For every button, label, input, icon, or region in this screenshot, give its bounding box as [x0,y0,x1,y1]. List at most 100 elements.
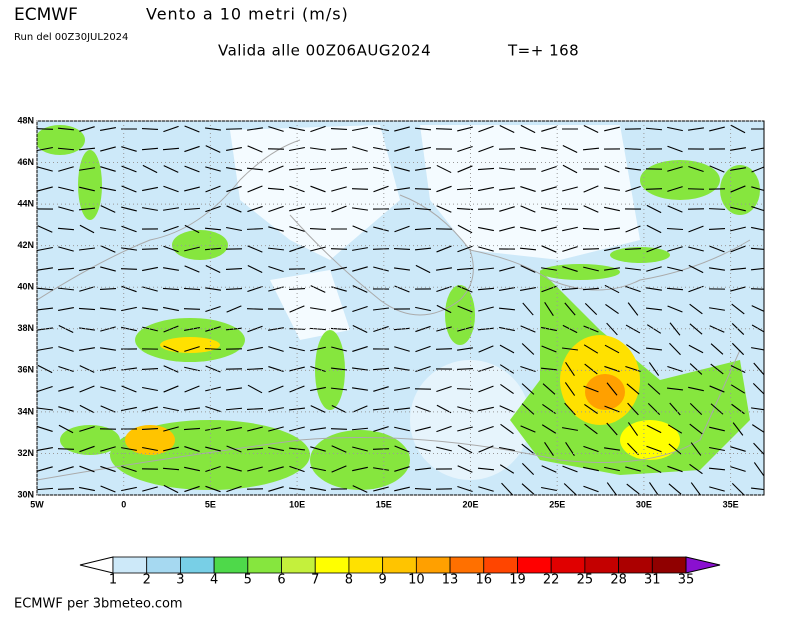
wind-barb [78,327,96,331]
wind-barb [163,267,179,271]
wind-barb [310,346,326,352]
wind-barb [205,365,221,373]
wind-barb [246,408,264,410]
wind-barb [183,287,201,291]
wind-barb [750,487,764,491]
wind-barb [709,426,725,432]
wind-barb [688,386,704,392]
wind-barb [79,266,95,272]
wind-barb [225,268,243,270]
wind-barb [184,186,200,192]
wind-barb [667,465,683,473]
wind-barb [121,465,137,473]
wind-barb [457,465,473,473]
wind-barb [352,285,368,293]
wind-barb [351,427,369,431]
wind-barb [668,483,682,495]
wind-barb [58,365,74,373]
wind-barb [352,126,368,132]
wind-barb [624,167,642,171]
wind-barb [436,245,452,253]
wind-barb [730,185,746,193]
wind-barb [478,246,494,252]
wind-barb [351,168,369,170]
wind-barb [184,265,200,273]
wind-barb [605,303,619,315]
wind-barbs [37,124,764,495]
wind-barb [562,427,578,431]
wind-barb [583,124,599,134]
colorbar-label: 4 [210,573,218,588]
wind-barb [688,264,704,274]
wind-barb [625,185,641,193]
wind-barb [645,188,663,190]
colorbar-label: 9 [379,573,387,588]
wind-barb [79,167,95,171]
wind-barb [645,307,663,311]
wind-barb [457,126,473,132]
wind-barb [478,306,494,312]
wind-barb [646,245,662,253]
wind-barb [753,362,764,376]
wind-barb [37,146,53,152]
wind-barb [520,325,536,333]
wind-barb [689,463,703,475]
wind-barb [583,325,599,333]
wind-barb [351,188,369,190]
lat-label: 38N [17,323,34,333]
wind-barb [709,165,725,173]
colorbar-label: 16 [475,573,492,588]
wind-barb [708,228,726,230]
wind-barb [331,445,347,453]
wind-barb [142,207,158,211]
wind-barb [582,287,600,291]
wind-barb [606,382,618,396]
wind-barb [521,483,535,495]
wind-barb [352,146,368,152]
wind-barb [373,486,389,492]
wind-barb [666,227,684,231]
wind-barb [457,245,473,253]
wind-barb [457,406,473,412]
lat-label: 42N [17,240,34,250]
wind-barb [331,404,347,414]
wind-barb [330,428,348,430]
wind-barb [544,442,554,456]
wind-barb [542,383,556,395]
wind-barb [667,126,683,132]
wind-barb [625,466,641,472]
wind-barb [142,406,158,412]
wind-barb [456,187,474,191]
wind-barb [205,485,221,493]
colorbar-box [146,556,181,574]
wind-barb [205,386,221,392]
wind-barb [564,402,576,416]
wind-barb [394,187,410,191]
wind-barb [477,467,495,471]
wind-barb [163,306,179,312]
wind-barb [247,346,263,352]
wind-barb [246,368,264,370]
wind-barb [184,145,200,153]
wind-barb [541,267,557,271]
wind-barb [57,488,75,490]
wind-barb [562,246,578,252]
colorbar-label: 2 [143,573,151,588]
wind-barb [477,167,495,171]
footer-credit: ECMWF per 3bmeteo.com [14,597,183,612]
wind-barb [37,385,53,393]
wind-barb [520,226,536,232]
lon-label: 15E [376,499,392,509]
wind-barb [457,347,473,351]
wind-barb [37,426,53,432]
wind-barb [624,148,642,150]
wind-barb [750,267,764,271]
colorbar-box [281,556,316,574]
wind-barb [310,365,326,373]
wind-barb [457,426,473,432]
wind-barb [247,127,263,131]
wind-barb [246,167,264,171]
wind-barb [751,407,764,411]
wind-barb [604,344,620,354]
wind-barb [688,127,704,131]
